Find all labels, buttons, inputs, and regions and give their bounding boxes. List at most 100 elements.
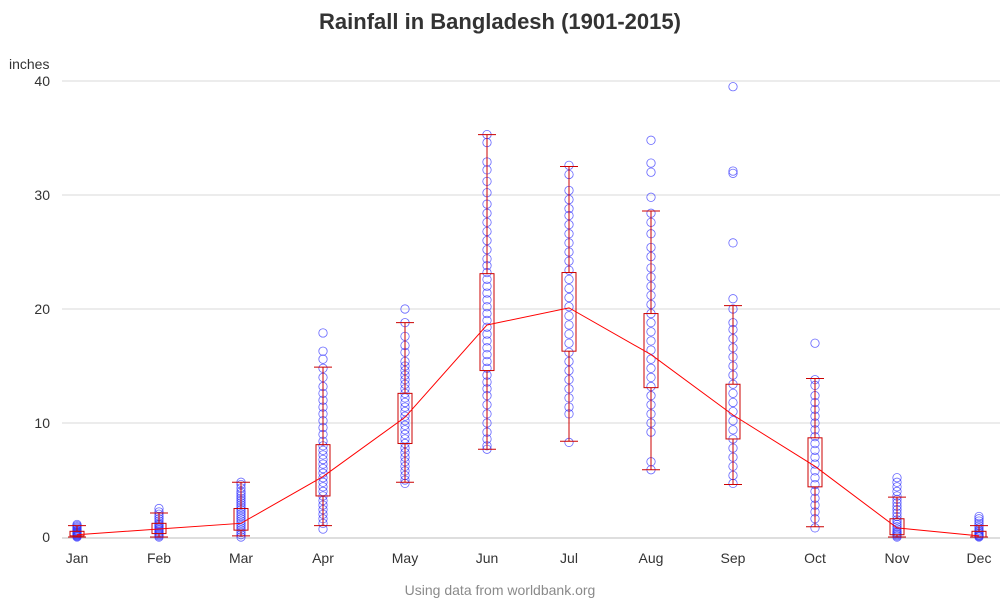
x-tick-label: Apr xyxy=(312,550,334,566)
data-point xyxy=(318,463,328,474)
data-point xyxy=(974,511,984,522)
data-point xyxy=(646,135,656,145)
data-point xyxy=(646,167,656,177)
data-point xyxy=(564,311,574,321)
data-point xyxy=(810,338,820,348)
data-point xyxy=(400,406,410,417)
data-point xyxy=(564,283,574,294)
data-point xyxy=(646,318,656,328)
data-point xyxy=(646,372,656,382)
x-tick-label: Dec xyxy=(967,550,992,566)
data-point xyxy=(482,322,492,332)
data-point xyxy=(318,328,328,338)
data-point xyxy=(318,445,328,455)
x-tick-label: May xyxy=(392,550,418,566)
data-point xyxy=(318,454,328,465)
data-point xyxy=(400,429,410,439)
data-point xyxy=(728,388,738,398)
data-point xyxy=(646,363,656,373)
box xyxy=(725,383,741,440)
data-point xyxy=(728,416,738,426)
data-point xyxy=(482,308,492,319)
box xyxy=(69,530,85,537)
data-point xyxy=(482,349,492,360)
box xyxy=(971,530,987,538)
data-point xyxy=(236,527,246,538)
data-point xyxy=(646,336,656,346)
data-point xyxy=(810,452,820,462)
data-point xyxy=(892,522,902,532)
x-tick-label: Nov xyxy=(885,550,910,566)
data-point xyxy=(892,524,902,534)
x-tick-label: Mar xyxy=(229,550,253,566)
data-point xyxy=(318,354,328,364)
data-point xyxy=(482,329,492,339)
data-point xyxy=(974,514,984,524)
data-point xyxy=(892,477,902,487)
y-tick-label: 0 xyxy=(42,529,50,545)
x-tick-label: Oct xyxy=(804,550,826,566)
data-point xyxy=(400,304,410,314)
data-point xyxy=(564,329,574,339)
data-point xyxy=(564,338,574,348)
x-tick-label: Feb xyxy=(147,550,171,566)
x-tick-label: Jul xyxy=(560,550,578,566)
data-point xyxy=(728,166,738,176)
y-axis-label: inches xyxy=(9,56,50,72)
box xyxy=(889,518,905,536)
median-line xyxy=(76,307,980,537)
data-point xyxy=(564,320,574,330)
box xyxy=(397,392,413,445)
box xyxy=(315,444,331,497)
data-point xyxy=(892,473,902,483)
data-point xyxy=(482,343,492,353)
data-point xyxy=(236,511,246,522)
x-tick-label: Sep xyxy=(721,550,746,566)
x-tick-label: Jan xyxy=(66,550,89,566)
data-point xyxy=(728,397,738,408)
data-point xyxy=(810,445,820,455)
data-point xyxy=(974,523,984,533)
chart-title: Rainfall in Bangladesh (1901-2015) xyxy=(319,9,681,34)
x-tick-label: Jun xyxy=(476,550,499,566)
data-point xyxy=(564,302,574,312)
box xyxy=(807,437,823,488)
box xyxy=(643,313,659,389)
y-tick-label: 20 xyxy=(34,301,50,317)
data-point xyxy=(400,402,410,412)
data-point xyxy=(892,482,902,492)
data-point xyxy=(318,477,328,487)
data-point xyxy=(728,82,738,92)
data-point xyxy=(482,295,492,305)
data-point xyxy=(482,274,492,284)
data-point xyxy=(728,294,738,304)
data-point xyxy=(318,482,328,492)
data-point xyxy=(482,356,492,367)
data-point xyxy=(728,168,738,178)
data-point xyxy=(482,336,492,346)
data-point xyxy=(646,192,656,202)
data-point xyxy=(236,509,246,519)
x-tick-label: Aug xyxy=(639,550,664,566)
data-point xyxy=(482,302,492,312)
data-point xyxy=(318,346,328,356)
data-point xyxy=(728,238,738,248)
data-point xyxy=(400,411,410,421)
box xyxy=(479,273,495,372)
data-point xyxy=(728,425,738,435)
data-point xyxy=(892,486,902,496)
data-point xyxy=(400,425,410,435)
data-point xyxy=(318,473,328,483)
data-point xyxy=(482,281,492,291)
data-point xyxy=(400,397,410,408)
data-point xyxy=(564,292,574,303)
y-tick-label: 40 xyxy=(34,73,50,89)
y-tick-label: 30 xyxy=(34,187,50,203)
data-point xyxy=(564,274,574,284)
data-point xyxy=(482,288,492,298)
data-point xyxy=(318,459,328,469)
y-tick-label: 10 xyxy=(34,415,50,431)
data-point xyxy=(810,473,820,483)
